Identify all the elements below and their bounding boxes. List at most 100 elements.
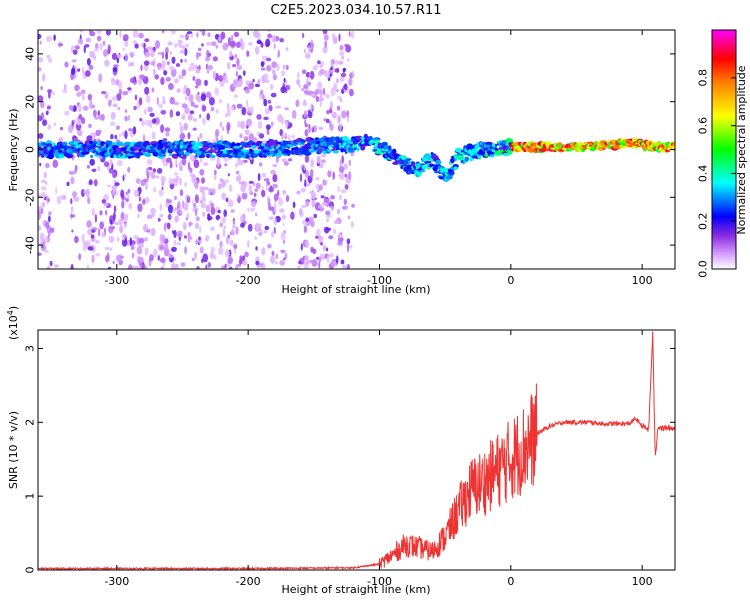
heatmap-cell xyxy=(196,32,199,38)
heatmap-cell xyxy=(260,89,264,96)
heatmap-cell xyxy=(218,36,221,42)
heatmap-cell xyxy=(124,40,129,47)
heatmap-cell xyxy=(159,213,164,218)
colorbar: 0.0 0.2 0.4 0.6 0.8 Normalized spectral ampl… xyxy=(697,29,748,278)
heatmap-cell xyxy=(227,102,230,111)
heatmap-cell xyxy=(392,148,397,154)
heatmap-cell xyxy=(311,198,316,208)
heatmap-cell xyxy=(303,84,309,89)
heatmap-cell xyxy=(38,114,41,122)
heatmap-cell xyxy=(163,222,167,232)
heatmap-cell xyxy=(273,202,277,212)
heatmap-cell xyxy=(217,209,221,214)
heatmap-cell xyxy=(303,48,307,54)
heatmap-cell xyxy=(307,111,313,119)
heatmap-cell xyxy=(38,57,44,63)
heatmap-cell xyxy=(187,235,191,243)
heatmap-cell xyxy=(248,180,254,184)
heatmap-cell xyxy=(142,199,146,205)
heatmap-cell xyxy=(212,188,216,195)
snr-y-tick-label: 0 xyxy=(24,567,37,574)
heatmap-cell xyxy=(139,237,145,244)
heatmap-cell xyxy=(315,228,321,237)
heatmap-cell xyxy=(324,198,331,202)
heatmap-cell xyxy=(127,166,131,173)
heatmap-cell xyxy=(328,263,333,269)
heatmap-cell xyxy=(222,228,226,237)
heatmap-cell xyxy=(272,152,277,156)
heatmap-cell xyxy=(324,40,328,48)
heatmap-cell xyxy=(494,148,499,151)
heatmap-cell xyxy=(127,114,131,121)
snr-x-tick-label: 100 xyxy=(632,575,653,588)
heatmap-cell xyxy=(138,32,144,39)
heatmap-cell xyxy=(232,145,241,149)
heatmap-cell xyxy=(156,96,159,106)
heatmap-cell xyxy=(302,240,307,245)
heatmap-cell xyxy=(168,204,174,214)
heatmap-cell xyxy=(175,175,180,181)
heatmap-cell xyxy=(143,60,150,66)
heatmap-cell xyxy=(221,179,227,188)
heatmap-cell xyxy=(124,222,127,229)
heatmap-cell xyxy=(175,263,179,269)
heatmap-x-ticks: -300 -200 -100 0 100 xyxy=(104,30,653,287)
heatmap-cell xyxy=(87,93,93,101)
heatmap-cell xyxy=(150,207,156,215)
heatmap-cell xyxy=(158,189,164,197)
heatmap-x-tick-label: -300 xyxy=(104,274,129,287)
heatmap-cell xyxy=(229,239,234,247)
heatmap-cell xyxy=(112,66,118,72)
heatmap-cell xyxy=(93,55,97,61)
heatmap-cell xyxy=(112,103,118,108)
heatmap-cell xyxy=(232,220,235,224)
heatmap-cell xyxy=(317,60,321,65)
heatmap-cell xyxy=(146,159,153,165)
heatmap-cell xyxy=(244,88,251,94)
heatmap-cell xyxy=(168,177,174,185)
heatmap-cell xyxy=(150,61,155,66)
heatmap-cell xyxy=(182,200,185,209)
heatmap-cell xyxy=(92,109,97,118)
heatmap-cell xyxy=(91,168,97,172)
heatmap-cell xyxy=(346,238,351,245)
snr-y-tick-label: 2 xyxy=(24,419,37,426)
heatmap-cell xyxy=(237,263,242,267)
heatmap-cell xyxy=(325,217,330,223)
heatmap-cell xyxy=(64,110,70,116)
heatmap-cell xyxy=(44,221,50,229)
heatmap-cell xyxy=(207,262,212,268)
snr-x-ticks: -300 -200 -100 0 100 xyxy=(104,330,653,588)
heatmap-cell xyxy=(116,236,120,243)
heatmap-cell xyxy=(239,133,243,139)
heatmap-cell xyxy=(85,70,91,77)
heatmap-cell xyxy=(215,45,219,49)
heatmap-cell xyxy=(172,208,176,213)
heatmap-cell xyxy=(153,248,158,258)
heatmap-cell xyxy=(151,118,157,124)
heatmap-cell xyxy=(346,243,350,253)
heatmap-cell xyxy=(282,222,285,226)
heatmap-cell xyxy=(70,263,74,269)
heatmap-cell xyxy=(332,171,335,180)
heatmap-cell xyxy=(158,103,163,109)
heatmap-cell xyxy=(179,189,184,197)
heatmap-cell xyxy=(86,264,90,269)
heatmap-cell xyxy=(151,87,155,93)
heatmap-cell xyxy=(348,159,351,166)
heatmap-cell xyxy=(417,172,422,177)
heatmap-cell xyxy=(315,96,320,103)
heatmap-cell xyxy=(40,86,43,91)
heatmap-cell xyxy=(74,84,80,92)
heatmap-cell xyxy=(270,92,277,98)
heatmap-cell xyxy=(275,253,279,259)
heatmap-cell xyxy=(111,52,118,61)
heatmap-cell xyxy=(42,119,48,126)
heatmap-cell xyxy=(221,192,227,200)
heatmap-cell xyxy=(108,235,115,243)
heatmap-cell xyxy=(131,252,135,259)
heatmap-cell xyxy=(132,40,138,45)
heatmap-cell xyxy=(322,30,328,35)
heatmap-cell xyxy=(241,106,247,116)
heatmap-cell xyxy=(330,87,336,97)
